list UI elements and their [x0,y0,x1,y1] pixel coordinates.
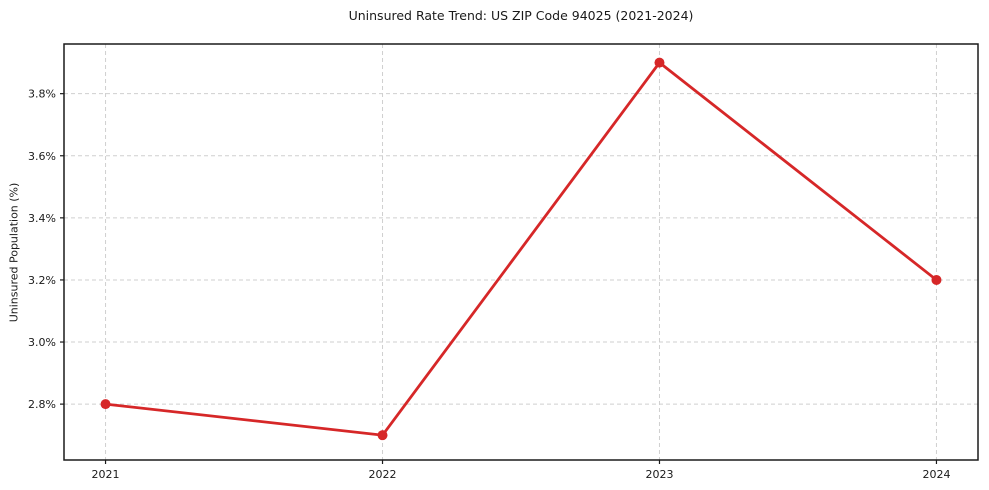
x-tick-label: 2024 [922,468,950,481]
y-tick-label: 3.6% [28,150,56,163]
trend-line [104,61,938,437]
y-axis-label: Uninsured Population (%) [7,182,21,322]
y-axis-label-container: Uninsured Population (%) [4,44,24,460]
y-tick-label: 3.2% [28,274,56,287]
chart-title: Uninsured Rate Trend: US ZIP Code 94025 … [348,8,694,23]
plot-border [63,43,979,461]
y-tick-label: 3.0% [28,336,56,349]
data-point-marker [100,399,111,410]
x-tick-label: 2022 [369,468,397,481]
data-point-marker [931,274,942,285]
y-tick-label: 3.4% [28,212,56,225]
y-tick-label: 2.8% [28,398,56,411]
x-tick-label: 2021 [92,468,120,481]
x-tick-label: 2023 [645,468,673,481]
y-tick-label: 3.8% [28,88,56,101]
data-point-marker [654,57,665,68]
data-point-marker [377,430,388,441]
